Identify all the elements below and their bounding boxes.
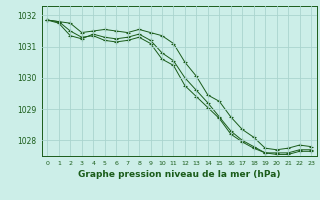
X-axis label: Graphe pression niveau de la mer (hPa): Graphe pression niveau de la mer (hPa) [78, 170, 280, 179]
